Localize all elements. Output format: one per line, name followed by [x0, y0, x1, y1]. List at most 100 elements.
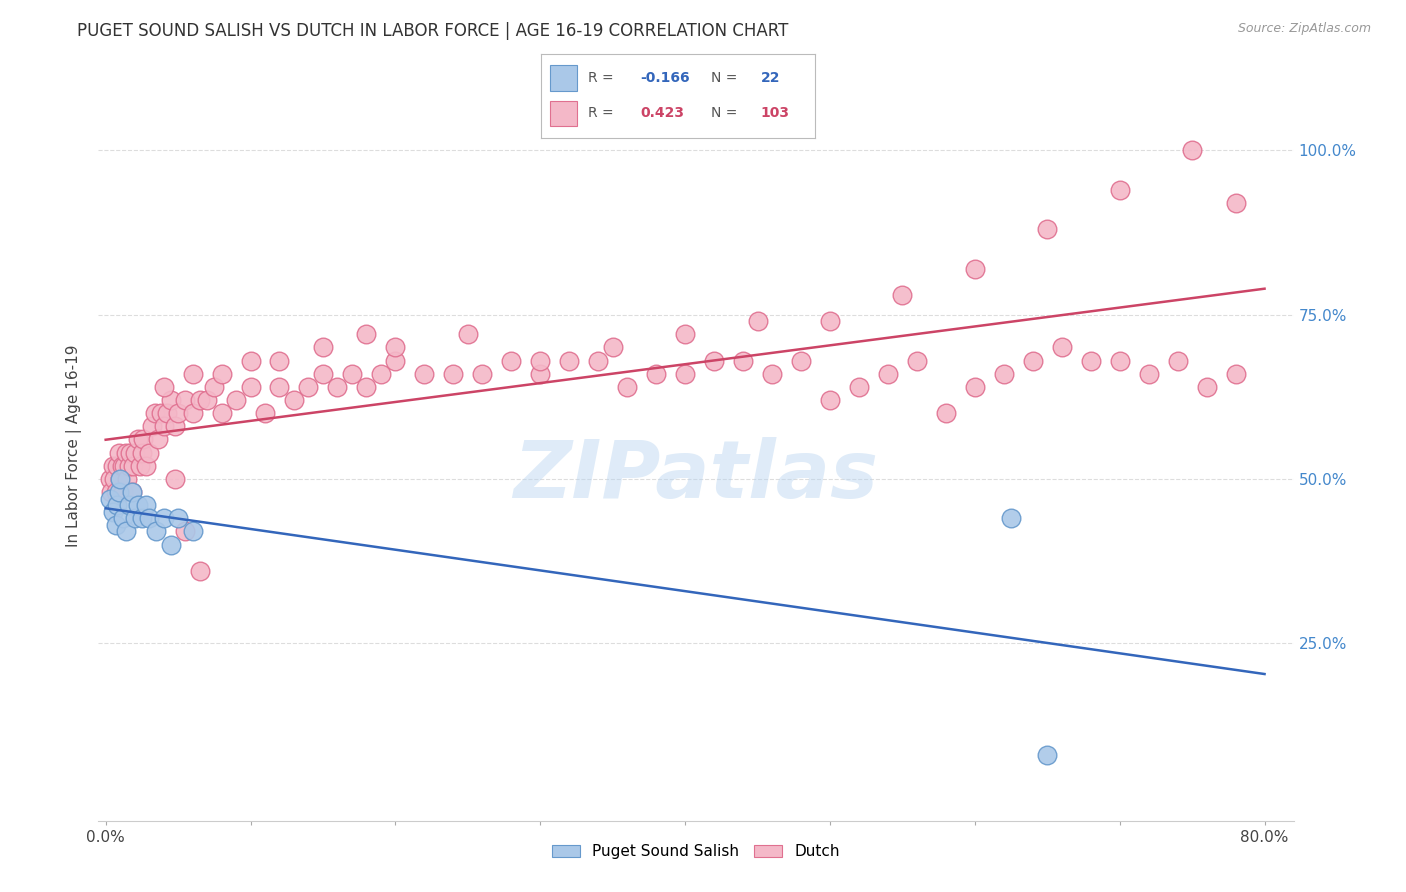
- Dutch: [340, 367, 363, 381]
- Puget Sound Salish: [107, 485, 129, 500]
- Dutch: [115, 445, 138, 459]
- Dutch: [312, 367, 335, 381]
- Dutch: [239, 353, 262, 368]
- Dutch: [529, 353, 551, 368]
- Dutch: [112, 485, 135, 500]
- Dutch: [370, 367, 392, 381]
- Dutch: [98, 472, 121, 486]
- Dutch: [152, 419, 174, 434]
- Dutch: [181, 367, 204, 381]
- Dutch: [122, 458, 145, 473]
- Puget Sound Salish: [135, 498, 157, 512]
- Puget Sound Salish: [124, 511, 146, 525]
- Dutch: [120, 445, 142, 459]
- Dutch: [135, 458, 157, 473]
- Dutch: [114, 458, 136, 473]
- Puget Sound Salish: [115, 524, 138, 539]
- Dutch: [181, 406, 204, 420]
- Dutch: [935, 406, 957, 420]
- Puget Sound Salish: [160, 538, 183, 552]
- Puget Sound Salish: [1000, 511, 1022, 525]
- Dutch: [297, 380, 319, 394]
- Dutch: [105, 458, 128, 473]
- Dutch: [195, 392, 218, 407]
- Text: -0.166: -0.166: [640, 70, 689, 85]
- Dutch: [1225, 195, 1247, 210]
- Puget Sound Salish: [118, 498, 141, 512]
- Dutch: [761, 367, 783, 381]
- Y-axis label: In Labor Force | Age 16-19: In Labor Force | Age 16-19: [66, 344, 83, 548]
- Dutch: [384, 353, 406, 368]
- Dutch: [356, 380, 378, 394]
- Dutch: [160, 392, 183, 407]
- Dutch: [107, 445, 129, 459]
- Text: 0.423: 0.423: [640, 106, 683, 120]
- Dutch: [211, 367, 233, 381]
- Dutch: [1036, 222, 1059, 236]
- Dutch: [1080, 353, 1102, 368]
- Text: PUGET SOUND SALISH VS DUTCH IN LABOR FORCE | AGE 16-19 CORRELATION CHART: PUGET SOUND SALISH VS DUTCH IN LABOR FOR…: [77, 22, 789, 40]
- Dutch: [146, 433, 169, 447]
- Dutch: [905, 353, 928, 368]
- Dutch: [818, 314, 841, 328]
- Dutch: [121, 485, 143, 500]
- Text: R =: R =: [588, 70, 617, 85]
- Puget Sound Salish: [104, 517, 127, 532]
- Dutch: [529, 367, 551, 381]
- Dutch: [413, 367, 436, 381]
- Dutch: [202, 380, 225, 394]
- Dutch: [101, 458, 124, 473]
- Dutch: [117, 472, 139, 486]
- Puget Sound Salish: [121, 485, 143, 500]
- Dutch: [848, 380, 870, 394]
- Text: R =: R =: [588, 106, 617, 120]
- Text: 22: 22: [761, 70, 780, 85]
- Puget Sound Salish: [145, 524, 167, 539]
- Dutch: [155, 406, 177, 420]
- Text: Source: ZipAtlas.com: Source: ZipAtlas.com: [1237, 22, 1371, 36]
- Dutch: [731, 353, 754, 368]
- Dutch: [441, 367, 464, 381]
- Dutch: [747, 314, 769, 328]
- Dutch: [269, 353, 291, 368]
- Dutch: [963, 261, 986, 276]
- Puget Sound Salish: [98, 491, 121, 506]
- Bar: [550, 65, 576, 91]
- Puget Sound Salish: [1036, 747, 1059, 762]
- Dutch: [790, 353, 813, 368]
- Puget Sound Salish: [152, 511, 174, 525]
- Dutch: [1195, 380, 1218, 394]
- Dutch: [165, 472, 187, 486]
- Dutch: [149, 406, 172, 420]
- Dutch: [457, 327, 479, 342]
- Dutch: [239, 380, 262, 394]
- Dutch: [124, 445, 146, 459]
- Dutch: [1167, 353, 1189, 368]
- Dutch: [602, 340, 624, 354]
- Dutch: [1108, 183, 1130, 197]
- Dutch: [269, 380, 291, 394]
- Dutch: [143, 406, 166, 420]
- Dutch: [104, 485, 127, 500]
- Puget Sound Salish: [138, 511, 160, 525]
- Dutch: [1022, 353, 1045, 368]
- Dutch: [673, 367, 696, 381]
- Dutch: [141, 419, 163, 434]
- Dutch: [877, 367, 900, 381]
- Dutch: [356, 327, 378, 342]
- Dutch: [1225, 367, 1247, 381]
- Puget Sound Salish: [127, 498, 149, 512]
- Text: 103: 103: [761, 106, 790, 120]
- Dutch: [963, 380, 986, 394]
- Dutch: [127, 433, 149, 447]
- Dutch: [188, 392, 211, 407]
- Dutch: [673, 327, 696, 342]
- Dutch: [174, 524, 197, 539]
- Puget Sound Salish: [101, 505, 124, 519]
- Dutch: [129, 458, 152, 473]
- Dutch: [131, 445, 153, 459]
- Dutch: [165, 419, 187, 434]
- Legend: Puget Sound Salish, Dutch: Puget Sound Salish, Dutch: [547, 838, 845, 865]
- Puget Sound Salish: [112, 511, 135, 525]
- Dutch: [1108, 353, 1130, 368]
